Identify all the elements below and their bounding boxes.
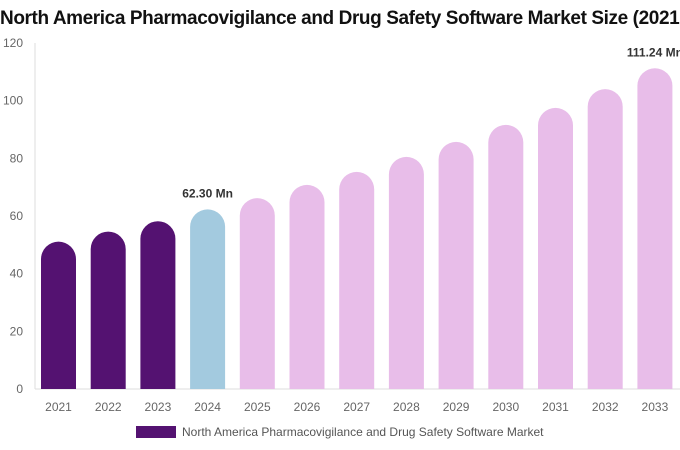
x-tick-label: 2021 <box>45 400 72 414</box>
bar-2026 <box>289 184 325 389</box>
x-tick-label: 2022 <box>95 400 122 414</box>
bar-2023 <box>140 221 176 389</box>
x-tick-label: 2032 <box>592 400 619 414</box>
x-tick-label: 2027 <box>343 400 370 414</box>
x-tick-label: 2031 <box>542 400 569 414</box>
y-tick-label: 40 <box>10 267 24 281</box>
legend-label: North America Pharmacovigilance and Drug… <box>182 425 544 439</box>
bar-2028 <box>388 156 424 389</box>
x-tick-label: 2033 <box>642 400 669 414</box>
bar-2021 <box>41 241 76 389</box>
x-tick-label: 2025 <box>244 400 271 414</box>
x-tick-label: 2023 <box>145 400 172 414</box>
bar-2032 <box>587 89 623 389</box>
data-label: 111.24 Mn <box>627 45 680 59</box>
bar-2025 <box>239 198 275 389</box>
bar-2029 <box>438 141 474 389</box>
x-tick-label: 2029 <box>443 400 470 414</box>
bar-2022 <box>90 231 126 389</box>
y-tick-label: 60 <box>10 209 24 223</box>
x-tick-label: 2030 <box>492 400 519 414</box>
bar-2031 <box>538 107 573 389</box>
x-tick-label: 2026 <box>294 400 321 414</box>
y-tick-label: 0 <box>16 382 23 396</box>
y-tick-label: 20 <box>10 324 24 338</box>
bar-2033 <box>637 68 673 390</box>
bar-2027 <box>339 171 375 389</box>
y-tick-label: 120 <box>3 36 23 50</box>
x-tick-label: 2024 <box>194 400 221 414</box>
chart-title: North America Pharmacovigilance and Drug… <box>0 8 680 29</box>
y-tick-label: 100 <box>3 94 23 108</box>
legend-swatch <box>136 426 176 438</box>
x-tick-label: 2028 <box>393 400 420 414</box>
data-label: 62.30 Mn <box>182 186 233 200</box>
bar-2024 <box>190 209 226 389</box>
y-tick-label: 80 <box>10 151 24 165</box>
bar-2030 <box>488 124 524 390</box>
legend: North America Pharmacovigilance and Drug… <box>136 425 544 439</box>
